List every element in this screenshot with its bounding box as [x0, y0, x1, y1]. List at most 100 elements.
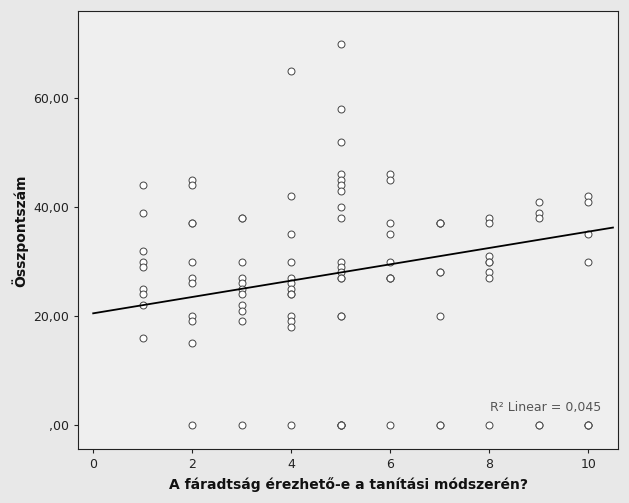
Point: [138, 334, 148, 342]
Point: [336, 263, 346, 271]
Point: [138, 285, 148, 293]
Point: [187, 176, 198, 184]
Point: [286, 274, 296, 282]
Point: [286, 323, 296, 331]
Point: [187, 421, 198, 429]
Point: [336, 182, 346, 190]
Point: [484, 269, 494, 277]
Point: [237, 285, 247, 293]
Point: [138, 209, 148, 217]
Point: [336, 274, 346, 282]
Point: [583, 198, 593, 206]
Point: [385, 176, 395, 184]
Point: [533, 421, 543, 429]
Point: [385, 274, 395, 282]
Point: [286, 290, 296, 298]
Point: [435, 312, 445, 320]
Point: [336, 203, 346, 211]
Point: [336, 258, 346, 266]
Point: [385, 274, 395, 282]
Point: [583, 230, 593, 238]
Point: [138, 263, 148, 271]
Point: [336, 312, 346, 320]
Point: [237, 214, 247, 222]
Text: R² Linear = 0,045: R² Linear = 0,045: [491, 401, 602, 414]
Point: [336, 421, 346, 429]
Point: [187, 274, 198, 282]
Point: [385, 219, 395, 227]
Point: [237, 279, 247, 287]
Point: [484, 214, 494, 222]
Point: [187, 339, 198, 347]
Point: [187, 312, 198, 320]
Point: [286, 290, 296, 298]
Point: [435, 219, 445, 227]
Point: [385, 230, 395, 238]
Point: [336, 312, 346, 320]
Point: [583, 421, 593, 429]
Point: [336, 269, 346, 277]
Point: [336, 105, 346, 113]
Point: [533, 198, 543, 206]
Point: [533, 421, 543, 429]
Point: [138, 246, 148, 255]
Point: [336, 171, 346, 179]
Point: [286, 285, 296, 293]
Point: [533, 209, 543, 217]
Point: [336, 176, 346, 184]
Point: [237, 258, 247, 266]
Point: [237, 421, 247, 429]
X-axis label: A fáradtság érezhető-e a tanítási módszerén?: A fáradtság érezhető-e a tanítási módsze…: [169, 477, 528, 492]
Point: [286, 67, 296, 75]
Point: [385, 258, 395, 266]
Point: [484, 258, 494, 266]
Point: [336, 421, 346, 429]
Point: [187, 219, 198, 227]
Point: [484, 421, 494, 429]
Point: [138, 182, 148, 190]
Point: [484, 274, 494, 282]
Point: [286, 279, 296, 287]
Point: [237, 301, 247, 309]
Point: [237, 307, 247, 315]
Point: [385, 171, 395, 179]
Point: [336, 274, 346, 282]
Y-axis label: Összpontszám: Összpontszám: [11, 174, 28, 287]
Point: [138, 258, 148, 266]
Point: [484, 219, 494, 227]
Point: [435, 421, 445, 429]
Point: [286, 258, 296, 266]
Point: [286, 192, 296, 200]
Point: [583, 421, 593, 429]
Point: [286, 421, 296, 429]
Point: [583, 192, 593, 200]
Point: [237, 290, 247, 298]
Point: [336, 40, 346, 48]
Point: [435, 219, 445, 227]
Point: [484, 258, 494, 266]
Point: [336, 138, 346, 146]
Point: [336, 421, 346, 429]
Point: [484, 252, 494, 260]
Point: [187, 219, 198, 227]
Point: [435, 421, 445, 429]
Point: [187, 182, 198, 190]
Point: [435, 269, 445, 277]
Point: [435, 219, 445, 227]
Point: [237, 317, 247, 325]
Point: [286, 317, 296, 325]
Point: [138, 301, 148, 309]
Point: [385, 274, 395, 282]
Point: [187, 317, 198, 325]
Point: [336, 214, 346, 222]
Point: [583, 258, 593, 266]
Point: [237, 214, 247, 222]
Point: [286, 312, 296, 320]
Point: [336, 187, 346, 195]
Point: [138, 290, 148, 298]
Point: [237, 274, 247, 282]
Point: [435, 269, 445, 277]
Point: [187, 258, 198, 266]
Point: [583, 421, 593, 429]
Point: [286, 230, 296, 238]
